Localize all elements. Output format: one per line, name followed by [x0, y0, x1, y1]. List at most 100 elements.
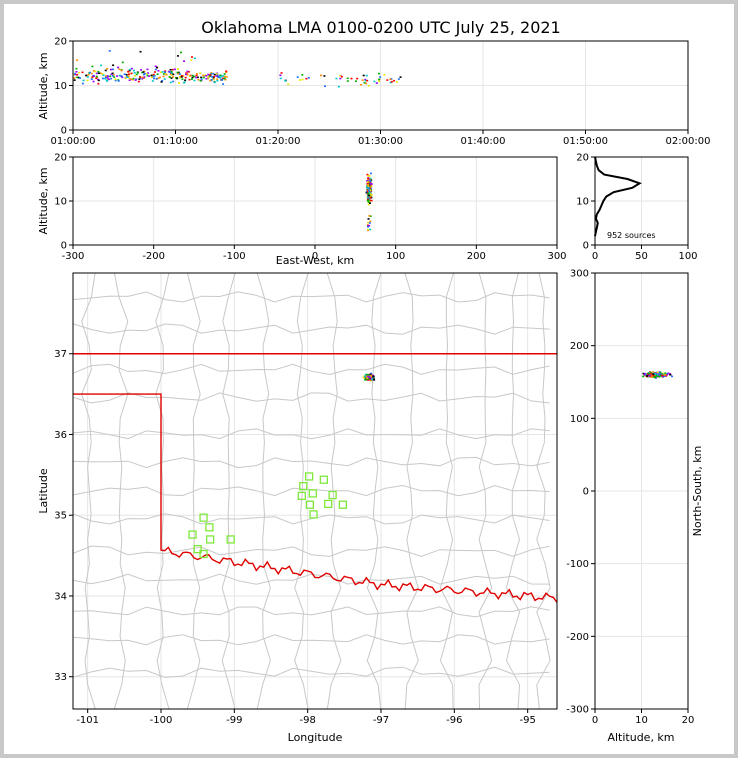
time-altitude-source-point: [207, 76, 210, 78]
time-altitude-source-point: [188, 75, 191, 78]
time-altitude-source-point: [95, 75, 98, 78]
north-south-y-tick-label: -300: [566, 705, 589, 716]
time-altitude-source-point: [100, 64, 103, 67]
time-altitude-source-point: [361, 79, 364, 81]
east-west-source-point: [367, 188, 370, 190]
time-altitude-source-point: [190, 78, 193, 80]
east-west-source-point: [368, 215, 371, 217]
map-x-tick-label: -99: [226, 715, 242, 726]
plan-view-source-point: [362, 376, 365, 379]
time-altitude-source-point: [130, 78, 133, 80]
lma-station-marker: [205, 523, 214, 532]
lma-station-marker: [304, 472, 314, 481]
time-altitude-source-point: [389, 81, 392, 84]
east-west-altitude-panel: -300 -200 -100 0 100 200 300 0 10 20 East-West, k…: [37, 153, 567, 268]
lma-station-marker: [308, 489, 317, 498]
plan-view-source-point: [369, 376, 372, 379]
time-altitude-source-point: [76, 73, 79, 76]
time-altitude-source-point: [171, 68, 174, 71]
time-altitude-source-point: [195, 74, 198, 77]
time-altitude-source-point: [340, 75, 343, 78]
time-altitude-source-point: [172, 73, 175, 76]
time-altitude-source-point: [101, 73, 104, 75]
map-ylabel: Latitude: [37, 468, 50, 514]
time-altitude-source-point: [389, 78, 392, 81]
time-altitude-source-point: [152, 75, 155, 78]
east-west-source-point: [366, 199, 369, 202]
county-boundary-line: [73, 666, 550, 678]
time-altitude-source-point: [107, 78, 110, 81]
north-south-source-point: [642, 372, 645, 375]
north-south-source-point: [663, 374, 666, 376]
time-altitude-source-point: [105, 75, 108, 77]
time-altitude-source-point: [160, 81, 163, 83]
time-altitude-source-point: [279, 74, 282, 77]
time-altitude-source-point: [124, 77, 127, 79]
time-altitude-source-point: [128, 79, 131, 82]
time-altitude-source-point: [186, 72, 189, 75]
time-altitude-source-point: [104, 69, 107, 72]
east-west-x-tick-label: -100: [223, 251, 246, 262]
time-altitude-source-point: [82, 79, 85, 82]
time-altitude-source-point: [97, 82, 100, 85]
lma-station-marker: [188, 530, 197, 539]
time-altitude-x-tick-label: 01:10:00: [153, 136, 198, 147]
time-altitude-source-point: [324, 85, 327, 88]
time-altitude-source-point: [87, 74, 90, 76]
time-altitude-source-point: [179, 73, 182, 75]
time-altitude-source-point: [356, 77, 359, 80]
east-west-source-point: [367, 218, 370, 220]
time-altitude-source-point: [121, 61, 124, 64]
east-west-source-point: [368, 179, 371, 181]
time-altitude-source-point: [153, 71, 156, 73]
time-altitude-source-point: [75, 71, 78, 73]
east-west-source-point: [368, 191, 371, 193]
time-altitude-source-point: [339, 74, 342, 77]
plan-view-source-point: [372, 375, 375, 378]
time-altitude-source-point: [86, 76, 89, 78]
plan-view-source-point: [373, 378, 376, 381]
east-west-source-point: [366, 185, 369, 187]
lma-station-marker: [226, 535, 235, 544]
east-west-source-point: [366, 181, 369, 183]
time-altitude-source-point: [120, 75, 123, 78]
time-altitude-source-point: [73, 79, 76, 81]
time-altitude-source-point: [143, 72, 146, 75]
north-south-source-point: [661, 374, 664, 377]
time-altitude-source-point: [279, 77, 282, 80]
time-altitude-source-point: [139, 76, 142, 78]
time-altitude-source-point: [191, 74, 194, 77]
time-altitude-source-point: [366, 79, 369, 82]
time-altitude-source-point: [136, 71, 139, 74]
east-west-source-point: [369, 220, 372, 223]
time-altitude-source-point: [184, 79, 187, 82]
map-xlabel: Longitude: [288, 731, 343, 744]
north-south-source-point: [665, 375, 668, 377]
north-south-source-point: [654, 373, 657, 375]
time-altitude-source-point: [127, 75, 130, 77]
time-altitude-source-point: [200, 76, 203, 79]
time-altitude-x-tick-label: 01:00:00: [51, 136, 96, 147]
north-south-source-point: [653, 375, 656, 378]
time-altitude-source-point: [209, 79, 212, 82]
time-altitude-source-point: [213, 73, 216, 76]
time-altitude-source-point: [157, 77, 160, 79]
time-altitude-source-point: [199, 72, 202, 75]
time-altitude-source-point: [110, 77, 113, 80]
north-south-source-point: [645, 375, 648, 377]
north-south-source-point: [651, 374, 654, 377]
map-x-tick-label: -98: [299, 715, 315, 726]
time-altitude-source-point: [97, 79, 100, 82]
time-altitude-source-point: [77, 76, 80, 79]
east-west-source-point: [367, 199, 370, 202]
time-altitude-source-point: [378, 80, 381, 83]
time-altitude-source-point: [364, 79, 367, 82]
time-altitude-source-point: [395, 81, 398, 83]
time-altitude-source-point: [123, 73, 126, 75]
east-west-source-point: [367, 193, 370, 196]
time-altitude-source-point: [127, 73, 130, 76]
time-altitude-source-point: [365, 74, 368, 77]
time-altitude-source-point: [204, 74, 207, 77]
east-west-x-tick-label: 200: [467, 251, 486, 262]
time-altitude-source-point: [373, 80, 376, 83]
